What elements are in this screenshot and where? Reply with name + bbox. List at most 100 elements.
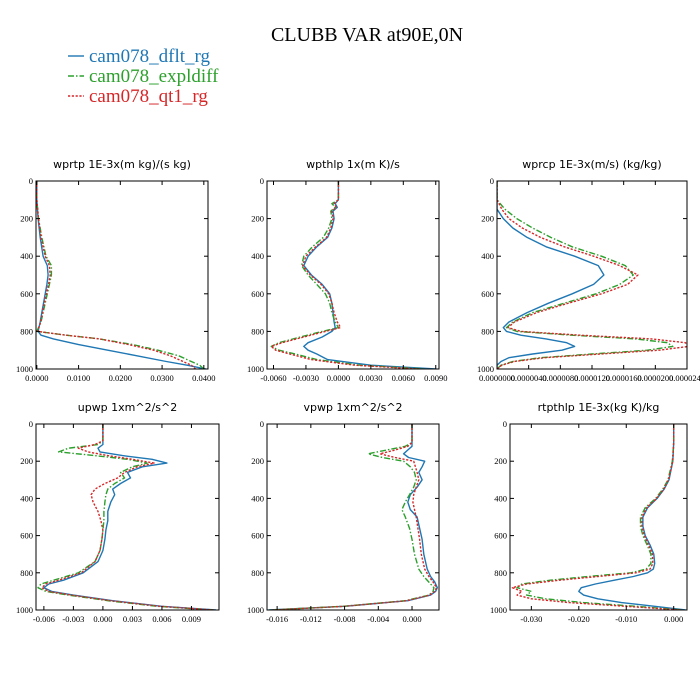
x-tick-label: -0.030	[520, 614, 542, 624]
y-tick-label: 800	[20, 568, 33, 578]
panel-title: vpwp 1xm^2/s^2	[303, 401, 402, 414]
x-tick-label: 0.006	[152, 614, 171, 624]
y-tick-label: 200	[251, 214, 264, 224]
y-tick-label: 1000	[477, 364, 494, 374]
x-tick-label: 0.0000040	[511, 373, 547, 383]
y-tick-label: 0	[260, 176, 264, 186]
y-tick-label: 800	[494, 568, 507, 578]
plot-frame	[509, 423, 688, 611]
y-tick-label: 200	[494, 456, 507, 466]
x-tick-label: 0.0000	[327, 373, 350, 383]
y-tick-label: 800	[251, 568, 264, 578]
y-tick-label: 600	[251, 289, 264, 299]
panel-vpwp: vpwp 1xm^2/s^2 -0.016 -0.012 -0.008 -0.004 0.…	[247, 401, 440, 624]
x-tick-label: 0.0000160	[606, 373, 642, 383]
y-tick-label: 0	[29, 419, 33, 429]
y-tick-label: 1000	[490, 605, 507, 615]
x-tick-label: -0.016	[266, 614, 288, 624]
y-tick-label: 0	[490, 176, 494, 186]
series-line-cam078_qt1_rg	[511, 424, 681, 610]
panel-title: wprtp 1E-3x(m kg)/(s kg)	[53, 158, 191, 171]
y-tick-label: 600	[20, 289, 33, 299]
series-line-cam078_dflt_rg	[43, 424, 217, 610]
series-line-cam078_qt1_rg	[272, 424, 438, 610]
legend-label-dflt: cam078_dflt_rg	[89, 46, 211, 67]
y-tick-label: 0	[29, 176, 33, 186]
series-line-cam078_dflt_rg	[303, 181, 436, 369]
x-tick-label: 0.0300	[150, 373, 173, 383]
y-tick-label: 600	[481, 289, 494, 299]
y-tick-label: 1000	[247, 605, 264, 615]
series-line-cam078_expldiff	[270, 181, 425, 369]
x-tick-label: 0.003	[123, 614, 142, 624]
y-tick-label: 400	[20, 493, 33, 503]
x-tick-label: -0.006	[33, 614, 55, 624]
panel-rtpthlp: rtpthlp 1E-3x(kg K)/kg -0.030 -0.020 -0.010…	[490, 401, 688, 624]
plot-frame	[266, 180, 440, 370]
legend-label-expldiff: cam078_expldiff	[89, 66, 219, 87]
y-tick-label: 400	[494, 493, 507, 503]
x-tick-label: -0.0030	[293, 373, 319, 383]
x-tick-label: 0.0200	[109, 373, 132, 383]
series-line-cam078_dflt_rg	[268, 424, 438, 610]
series-line-cam078_qt1_rg	[36, 181, 196, 369]
plot-frame	[35, 423, 220, 611]
y-tick-label: 600	[251, 531, 264, 541]
y-tick-label: 200	[20, 456, 33, 466]
y-tick-label: 400	[20, 251, 33, 261]
plot-frame	[266, 423, 440, 611]
x-tick-label: 0.0000080	[542, 373, 578, 383]
panel-title: upwp 1xm^2/s^2	[78, 401, 178, 414]
x-tick-label: 0.009	[182, 614, 201, 624]
plot-frame	[35, 180, 209, 370]
y-tick-label: 0	[260, 419, 264, 429]
y-tick-label: 200	[20, 214, 33, 224]
series-line-cam078_expldiff	[270, 424, 435, 610]
series-line-cam078_qt1_rg	[270, 181, 420, 369]
legend: cam078_dflt_rg cam078_expldiff cam078_qt…	[68, 46, 219, 107]
panel-wprtp: wprtp 1E-3x(m kg)/(s kg) 0.0000 0.0100 0.02…	[16, 158, 216, 383]
y-tick-label: 1000	[16, 364, 33, 374]
panel-title: wpthlp 1x(m K)/s	[306, 158, 400, 171]
panel-wprcp: wprcp 1E-3x(m/s) (kg/kg)0.00000000.00000…	[477, 158, 700, 383]
x-tick-label: 0.0000	[25, 373, 48, 383]
x-tick-label: 0.0060	[392, 373, 415, 383]
panel-title: wprcp 1E-3x(m/s) (kg/kg)	[522, 158, 661, 171]
x-tick-label: 0.000	[93, 614, 112, 624]
y-tick-label: 200	[481, 214, 494, 224]
legend-label-qt1: cam078_qt1_rg	[89, 86, 208, 107]
series-line-cam078_dflt_rg	[36, 181, 207, 369]
x-tick-label: -0.004	[367, 614, 390, 624]
series-line-cam078_expldiff	[497, 181, 674, 369]
y-tick-label: 800	[20, 326, 33, 336]
x-tick-label: 0.000	[664, 614, 683, 624]
panel-upwp: upwp 1xm^2/s^2 -0.006 -0.003 0.000 0.003 0.00…	[16, 401, 220, 624]
x-tick-label: -0.003	[62, 614, 84, 624]
x-tick-label: 0.0100	[67, 373, 90, 383]
y-tick-label: 800	[481, 326, 494, 336]
y-tick-label: 400	[251, 251, 264, 261]
y-tick-label: 600	[494, 531, 507, 541]
series-line-cam078_expldiff	[37, 424, 214, 610]
y-tick-label: 400	[251, 493, 264, 503]
series-line-cam078_qt1_rg	[497, 181, 687, 369]
panel-title: rtpthlp 1E-3x(kg K)/kg	[538, 401, 660, 414]
y-tick-label: 1000	[16, 605, 33, 615]
x-tick-label: 0.0000120	[574, 373, 610, 383]
x-tick-label: 0.0000200	[637, 373, 673, 383]
y-tick-label: 1000	[247, 364, 264, 374]
x-tick-label: -0.010	[615, 614, 637, 624]
x-tick-label: -0.020	[568, 614, 590, 624]
series-line-cam078_qt1_rg	[41, 424, 215, 610]
x-tick-label: 0.0090	[424, 373, 447, 383]
x-tick-label: 0.0000000	[479, 373, 515, 383]
y-tick-label: 400	[481, 251, 494, 261]
y-tick-label: 0	[503, 419, 507, 429]
x-tick-label: 0.0030	[359, 373, 382, 383]
figure-title: CLUBB VAR at90E,0N	[271, 24, 463, 46]
series-line-cam078_dflt_rg	[578, 424, 686, 610]
y-tick-label: 200	[251, 456, 264, 466]
x-tick-label: 0.0400	[192, 373, 215, 383]
